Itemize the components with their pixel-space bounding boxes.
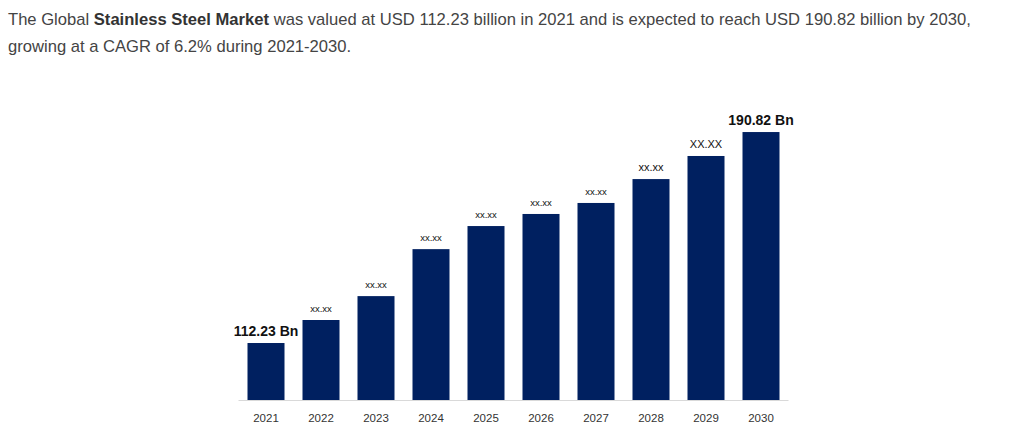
intro-lead: The Global (8, 10, 89, 29)
data-label: xx.xx (585, 186, 607, 197)
bar (743, 132, 780, 400)
data-label: xx.xx (638, 161, 664, 173)
data-label: xx.xx (310, 303, 332, 314)
data-label: 190.82 Bn (728, 112, 793, 128)
x-tick-label: 2025 (473, 412, 499, 424)
x-tick-label: 2022 (308, 412, 334, 424)
bars (248, 132, 780, 400)
bar (413, 249, 450, 400)
data-label: xx.xx (420, 232, 442, 243)
x-tick-label: 2024 (418, 412, 444, 424)
x-tick-label: 2028 (638, 412, 664, 424)
bar (248, 343, 285, 400)
bar (688, 156, 725, 400)
data-label: xx.xx (475, 209, 497, 220)
bar (358, 296, 395, 400)
bar (468, 226, 505, 400)
data-label: 112.23 Bn (234, 323, 299, 339)
bar (578, 203, 615, 400)
chart: 2021 2022 2023 2024 2025 2026 2027 2028 2029 2030… (0, 0, 1024, 427)
bar (523, 214, 560, 400)
data-label: xx.xx (530, 197, 552, 208)
x-tick-label: 2021 (253, 412, 279, 424)
bar (303, 320, 340, 400)
intro-text: The Global Stainless Steel Market was va… (8, 6, 1020, 60)
data-label: xx.xx (365, 279, 387, 290)
x-tick-label: 2023 (363, 412, 389, 424)
data-label: XX.XX (690, 138, 723, 150)
x-tick-label: 2026 (528, 412, 554, 424)
intro-emphasis: Stainless Steel Market (94, 10, 269, 29)
x-tick-label: 2030 (748, 412, 774, 424)
bar (633, 179, 670, 400)
x-tick-label: 2029 (693, 412, 719, 424)
x-tick-label: 2027 (583, 412, 609, 424)
x-axis-line (239, 400, 789, 401)
